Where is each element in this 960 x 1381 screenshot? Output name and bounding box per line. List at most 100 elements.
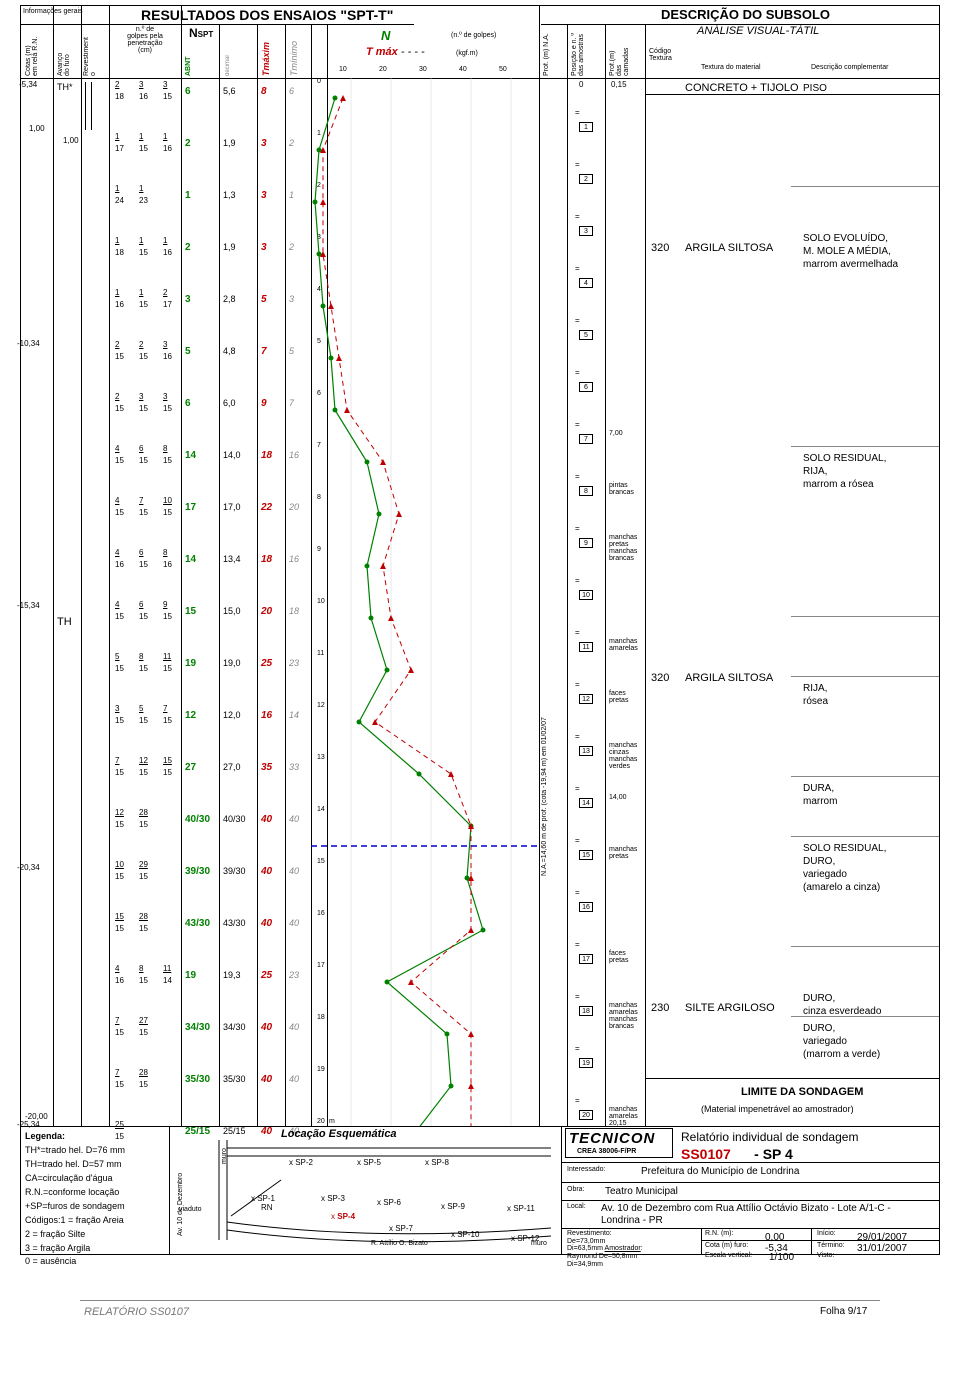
sep (561, 1126, 562, 1254)
chart-ngolpes-label: (n.º de golpes) (451, 32, 496, 39)
golpes-top: 3 (115, 704, 119, 713)
sp-point: x SP-12 (511, 1234, 539, 1243)
golpes-bot: 17 (163, 300, 172, 309)
sep (701, 1240, 939, 1241)
nspt-label: NSPT (189, 26, 213, 40)
revest-spec: Revestimento:De=73,0mmDi=63,5mm Amostrad… (567, 1230, 643, 1268)
sep (561, 1200, 939, 1201)
sample-marker: 16 (579, 902, 593, 912)
row-val: 12,0 (223, 710, 241, 720)
abnt-label: ABNT (185, 46, 192, 76)
golpes-top: 3 (139, 392, 143, 401)
golpes-top: 8 (163, 444, 167, 453)
golpes-bot: 15 (139, 612, 148, 621)
row-val: 3 (185, 294, 191, 305)
sp-point: x SP-1 (251, 1194, 275, 1203)
cota-25: -25,34 (17, 1120, 40, 1129)
prof-na-label: Prof. (m) N.A. (543, 28, 550, 76)
tick-40: 40 (459, 66, 467, 73)
golpes-bot: 18 (115, 248, 124, 257)
golpes-top: 6 (139, 600, 143, 609)
row-val: 35 (261, 762, 272, 773)
golpes-bot: 15 (115, 456, 124, 465)
sample-note: faces pretas (609, 950, 628, 964)
golpes-top: 27 (139, 1016, 148, 1025)
cota-0: -5,34 (19, 80, 37, 89)
sep (181, 6, 182, 1126)
sp-point: x SP-7 (389, 1224, 413, 1233)
row-val: 5 (185, 346, 191, 357)
legend-item: R.N.=conforme locação (25, 1186, 165, 1200)
sep (605, 24, 606, 1126)
sample-marker: 1 (579, 122, 593, 132)
rn-v: 0,00 (765, 1232, 784, 1243)
golpes-bot: 24 (115, 196, 124, 205)
golpes-bot: 15 (163, 508, 172, 517)
row-val: 18 (261, 450, 272, 461)
soil-sep (791, 446, 939, 447)
golpes-bot: 15 (115, 664, 124, 673)
sample-note: 7,00 (609, 430, 623, 437)
sample-marker: 5 (579, 330, 593, 340)
eq-mark: = (575, 1096, 580, 1105)
row-val: 39/30 (185, 866, 210, 877)
chart-n-label: N (381, 28, 390, 43)
row-val: 27 (185, 762, 196, 773)
golpes-bot: 15 (115, 924, 124, 933)
golpes-top: 2 (115, 80, 119, 89)
page: Informações gerais RESULTADOS DOS ENSAIO… (0, 0, 960, 1381)
row-val: 16 (289, 554, 299, 564)
golpes-top: 7 (139, 496, 143, 505)
sample-note: manchas pretas manchas brancas (609, 534, 637, 562)
row-val: 18 (261, 554, 272, 565)
sep (561, 1182, 939, 1183)
row-val: 14,0 (223, 450, 241, 460)
golpes-bot: 15 (139, 1028, 148, 1037)
row-val: 20 (289, 502, 299, 512)
sep (645, 1078, 939, 1079)
row-val: 5 (261, 294, 267, 305)
escala: 1/100 (769, 1252, 794, 1263)
sep (567, 24, 568, 1126)
sample-note: 14,00 (609, 794, 627, 801)
golpes-top: 7 (115, 756, 119, 765)
sp-point: x SP-8 (425, 1158, 449, 1167)
golpes-top: 12 (115, 808, 124, 817)
chart-tmax-unit: (kgf.m) (456, 50, 478, 57)
golpes-top: 1 (115, 184, 119, 193)
sp-point: x SP-9 (441, 1202, 465, 1211)
row-val: 13,4 (223, 554, 241, 564)
golpes-top: 1 (163, 236, 167, 245)
sample-top: 0 (579, 80, 583, 89)
chart-tmax-label: T máx - - - - (366, 46, 425, 58)
sp-point: x SP-5 (357, 1158, 381, 1167)
soil-texture: SILTE ARGILOSO (685, 1002, 775, 1014)
sample-note: manchas pretas (609, 846, 637, 860)
eq-mark: = (575, 836, 580, 845)
legend-item: TH=trado hel. D=57 mm (25, 1158, 165, 1172)
sample-marker: 3 (579, 226, 593, 236)
golpes-top: 9 (163, 600, 167, 609)
soil-sep (791, 946, 939, 947)
golpes-top: 5 (139, 704, 143, 713)
row-val: 40 (289, 866, 299, 876)
golpes-top: 6 (139, 444, 143, 453)
golpes-bot: 16 (139, 92, 148, 101)
legend-item: 3 = fração Argila (25, 1242, 165, 1256)
descricao-subsolo-title: DESCRIÇÃO DO SUBSOLO (661, 7, 830, 22)
golpes-top: 2 (139, 340, 143, 349)
row-val: 9 (261, 398, 267, 409)
row-val: 23 (289, 970, 299, 980)
golpes-bot: 16 (115, 976, 124, 985)
soil-desc: DURO, cinza esverdeado (803, 992, 881, 1018)
sample-note: manchas cinzas manchas verdes (609, 742, 637, 770)
golpes-bot: 16 (163, 248, 172, 257)
tick-20: 20 (379, 66, 387, 73)
sep (645, 94, 939, 95)
sample-marker: 10 (579, 590, 593, 600)
row-val: 16 (289, 450, 299, 460)
golpes-bot: 16 (163, 560, 172, 569)
golpes-top: 2 (115, 340, 119, 349)
row-val: 25 (261, 970, 272, 981)
sample-marker: 19 (579, 1058, 593, 1068)
